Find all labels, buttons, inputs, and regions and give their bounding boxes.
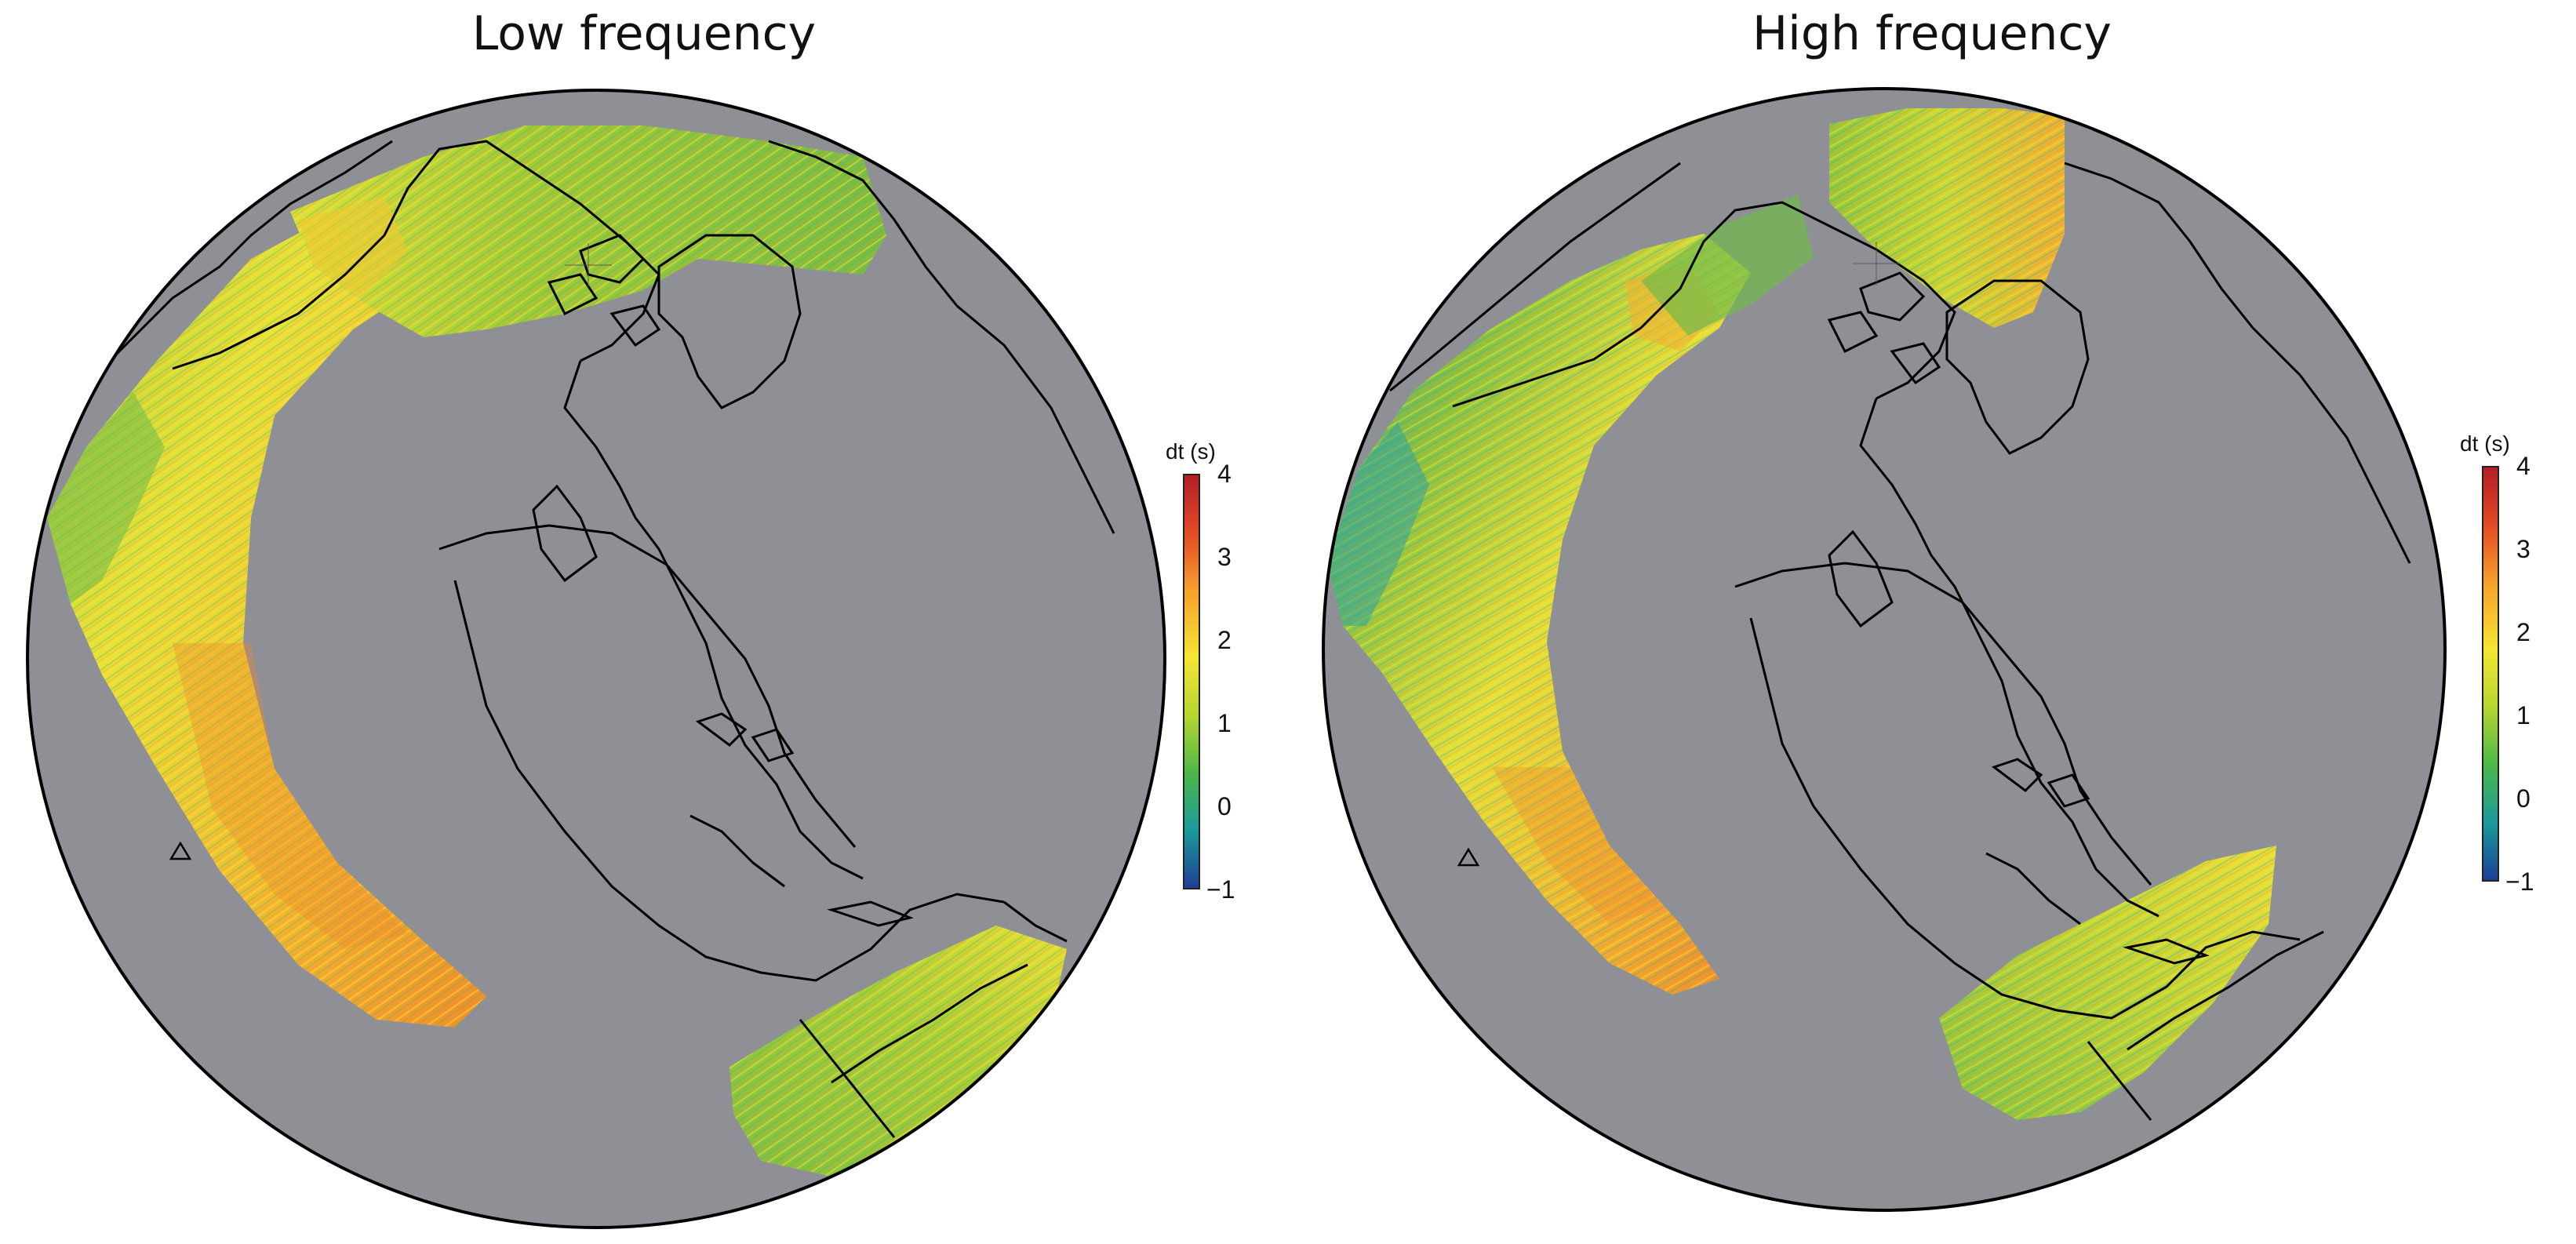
colorbar-tick: 3 [1217, 543, 1232, 571]
colorbar-tick: 2 [1217, 626, 1232, 654]
colorbar-label: dt (s) [2460, 431, 2510, 456]
panel-high-frequency: High frequency [1288, 0, 2576, 1244]
colorbar-high-frequency: dt (s) 4 3 2 1 0 −1 [2460, 431, 2567, 918]
colorbar-tick: 1 [1217, 709, 1232, 737]
colorbar-gradient [2482, 466, 2499, 882]
colorbar-tick: 2 [2516, 618, 2531, 646]
colorbar-tick: 4 [1217, 460, 1232, 488]
panel-low-frequency: Low frequency [26, 6, 1268, 1229]
coastlines [108, 140, 1115, 1138]
colorbar-label: dt (s) [1166, 439, 1216, 464]
colorbar-tick: 3 [2516, 535, 2531, 563]
triangle-marker [1457, 847, 1480, 867]
globe-map-low-frequency [26, 89, 1166, 1229]
colorbar-tick: 4 [2516, 452, 2531, 480]
colorbar-tick: −1 [1206, 875, 1235, 904]
panel-title-low-frequency: Low frequency [471, 6, 817, 61]
globe-outline [1322, 87, 2447, 1212]
colorbar-tick: −1 [2505, 868, 2534, 896]
colorbar-low-frequency: dt (s) 4 3 2 1 0 −1 [1166, 439, 1268, 926]
colorbar-tick: 1 [2516, 701, 2531, 729]
colorbar-tick: 0 [2516, 784, 2531, 813]
panel-title-high-frequency: High frequency [1752, 6, 2112, 61]
triangle-marker [169, 841, 192, 860]
globe-outline [26, 89, 1166, 1229]
globe-map-high-frequency [1322, 87, 2447, 1212]
coastlines [1389, 162, 2411, 1121]
colorbar-gradient [1183, 474, 1200, 889]
colorbar-tick: 0 [1217, 792, 1232, 820]
